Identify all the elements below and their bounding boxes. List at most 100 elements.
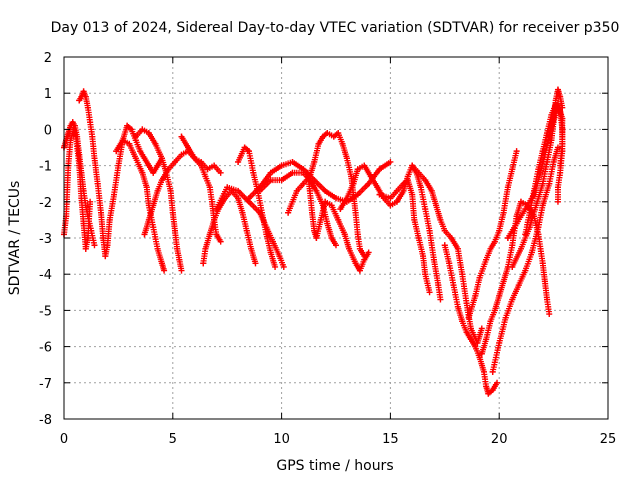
data-point: [437, 296, 444, 303]
data-point: [428, 187, 435, 194]
data-point: [400, 187, 407, 194]
data-point: [78, 169, 85, 176]
y-tick-label: -3: [39, 232, 52, 247]
y-tick-label: 2: [44, 51, 52, 66]
data-point: [463, 329, 470, 336]
data-point: [478, 325, 485, 332]
data-point: [141, 155, 148, 162]
data-point: [272, 263, 279, 270]
data-point: [306, 187, 313, 194]
data-point: [463, 300, 470, 307]
data-point: [198, 162, 205, 169]
data-point: [535, 224, 542, 231]
y-tick-label: -1: [39, 160, 52, 175]
data-point: [409, 162, 416, 169]
data-point: [137, 148, 144, 155]
data-point: [548, 137, 555, 144]
data-point: [350, 180, 357, 187]
data-point: [208, 198, 215, 205]
data-point: [113, 148, 120, 155]
series-arc-19: [465, 148, 520, 321]
data-point: [361, 162, 368, 169]
data-point: [324, 130, 331, 137]
data-point: [158, 177, 165, 184]
data-point: [82, 202, 89, 209]
data-point: [376, 191, 383, 198]
data-point: [367, 173, 374, 180]
data-point: [415, 235, 422, 241]
data-point: [76, 151, 83, 158]
data-point: [539, 202, 546, 209]
data-point: [211, 162, 218, 169]
data-point: [263, 231, 270, 238]
data-point: [224, 184, 231, 191]
series-arc-24: [522, 101, 566, 238]
data-point: [94, 180, 101, 187]
data-point: [206, 184, 213, 191]
data-point: [422, 177, 429, 184]
data-point: [304, 169, 311, 176]
data-point: [554, 184, 561, 191]
data-point: [343, 155, 350, 162]
data-point: [544, 158, 551, 165]
data-point: [324, 220, 331, 227]
data-point: [87, 198, 94, 205]
data-point: [548, 111, 555, 118]
data-point: [100, 235, 107, 241]
data-point: [356, 267, 363, 274]
data-point: [204, 166, 211, 173]
chart-title: Day 013 of 2024, Sidereal Day-to-day VTE…: [51, 20, 620, 36]
data-point: [541, 278, 548, 285]
data-point: [161, 267, 168, 274]
y-tick-label: -6: [39, 341, 52, 356]
data-point: [178, 133, 185, 140]
data-point: [139, 169, 146, 176]
data-point: [361, 256, 368, 263]
data-point: [426, 289, 433, 296]
data-point: [522, 231, 529, 238]
data-point: [330, 133, 337, 140]
x-tick-label: 10: [273, 432, 290, 447]
data-point: [152, 140, 159, 147]
data-point: [145, 216, 152, 223]
data-point: [496, 339, 503, 346]
data-point: [84, 213, 91, 220]
data-point: [483, 256, 490, 263]
data-point: [550, 158, 557, 165]
data-point: [400, 180, 407, 187]
data-point: [526, 209, 533, 216]
data-point: [309, 209, 316, 216]
data-point: [74, 133, 81, 140]
data-point: [311, 158, 318, 165]
data-point: [213, 231, 220, 238]
series-arc-17: [409, 162, 485, 346]
data-point: [280, 263, 287, 270]
data-point: [82, 245, 89, 252]
data-point: [217, 238, 224, 245]
y-tick-label: -5: [39, 304, 52, 319]
data-point: [554, 86, 561, 93]
data-point: [145, 162, 152, 169]
data-point: [528, 249, 535, 256]
data-point: [446, 260, 453, 267]
data-point: [211, 216, 218, 223]
data-point: [317, 216, 324, 223]
data-point: [82, 93, 89, 100]
data-point: [465, 314, 472, 321]
data-point: [459, 271, 466, 278]
data-point: [256, 187, 263, 194]
data-point: [293, 187, 300, 194]
data-point: [267, 249, 274, 256]
data-point: [328, 202, 335, 209]
data-point: [522, 267, 529, 274]
data-point: [111, 191, 118, 198]
data-point: [515, 282, 522, 289]
data-point: [276, 253, 283, 260]
data-point: [435, 282, 442, 289]
data-point: [267, 169, 274, 176]
data-point: [513, 148, 520, 155]
data-point: [513, 220, 520, 227]
data-point: [178, 151, 185, 158]
data-point: [454, 303, 461, 310]
data-point: [459, 318, 466, 325]
